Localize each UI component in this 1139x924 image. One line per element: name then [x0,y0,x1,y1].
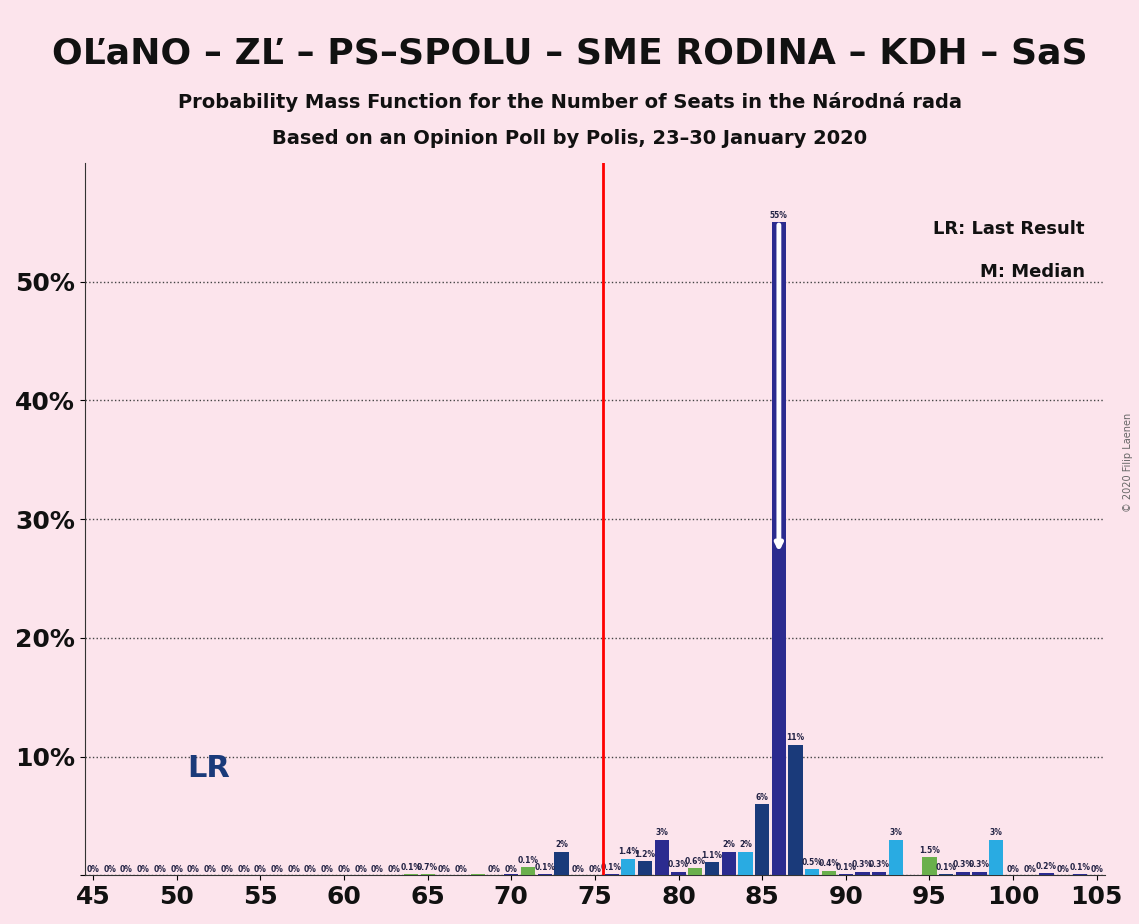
Bar [805,869,819,875]
Text: 0%: 0% [437,865,451,874]
Text: 0%: 0% [321,865,334,874]
Text: 0%: 0% [87,865,99,874]
Text: 0.5%: 0.5% [802,858,822,867]
Bar [855,871,869,875]
Bar [939,874,953,875]
Text: 0%: 0% [204,865,216,874]
Text: 0.1%: 0.1% [401,863,421,871]
Bar [1040,873,1054,875]
Text: 0.2%: 0.2% [1036,861,1057,870]
Text: 0.1%: 0.1% [601,863,622,871]
Bar [705,862,719,875]
Text: 0%: 0% [1057,865,1070,874]
Text: 0%: 0% [154,865,166,874]
Bar [655,840,669,875]
Bar [688,869,703,875]
Text: 55%: 55% [770,211,788,220]
Bar [923,857,936,875]
Text: 0%: 0% [237,865,251,874]
Bar [722,852,736,875]
Text: © 2020 Filip Laenen: © 2020 Filip Laenen [1123,412,1133,512]
Text: 6%: 6% [755,793,769,802]
Text: 3%: 3% [990,828,1002,837]
Text: 0%: 0% [505,865,518,874]
Bar [621,858,636,875]
Text: 0%: 0% [387,865,401,874]
Text: 0.6%: 0.6% [685,857,706,866]
Text: 1.2%: 1.2% [634,850,656,858]
Text: LR: Last Result: LR: Last Result [933,220,1084,237]
Text: 0%: 0% [304,865,317,874]
Text: 0.1%: 0.1% [935,863,957,871]
Text: 11%: 11% [787,734,804,742]
Text: 0%: 0% [572,865,584,874]
Bar [538,874,551,875]
Text: 0.3%: 0.3% [969,860,990,869]
Text: 0%: 0% [254,865,267,874]
Text: 0%: 0% [489,865,501,874]
Bar [420,874,435,875]
Bar [505,874,518,875]
Bar [755,804,769,875]
Bar [555,852,568,875]
Text: 0%: 0% [454,865,467,874]
Text: 0%: 0% [589,865,601,874]
Bar [838,874,853,875]
Text: 0%: 0% [104,865,116,874]
Text: 3%: 3% [655,828,669,837]
Text: 0%: 0% [1007,865,1019,874]
Text: 0.3%: 0.3% [852,860,872,869]
Text: 0.3%: 0.3% [952,860,974,869]
Text: 0%: 0% [221,865,233,874]
Text: 1.1%: 1.1% [702,851,722,860]
Bar [521,867,535,875]
Bar [1073,874,1087,875]
Text: 0.1%: 0.1% [517,856,539,865]
Text: 0%: 0% [137,865,149,874]
Text: 2%: 2% [555,840,568,849]
Bar [822,870,836,875]
Text: 0%: 0% [171,865,183,874]
Text: 1.4%: 1.4% [617,847,639,857]
Bar [404,874,418,875]
Text: 0%: 0% [120,865,133,874]
Text: M: Median: M: Median [980,262,1084,281]
Text: 0%: 0% [337,865,351,874]
Text: 0%: 0% [1023,865,1036,874]
Bar [973,871,986,875]
Bar [888,840,903,875]
Bar [605,874,618,875]
Text: 2%: 2% [722,840,735,849]
Bar [788,745,803,875]
Text: Probability Mass Function for the Number of Seats in the Národná rada: Probability Mass Function for the Number… [178,92,961,113]
Bar [872,871,886,875]
Text: 0%: 0% [187,865,199,874]
Text: 0.3%: 0.3% [869,860,890,869]
Text: Based on an Opinion Poll by Polis, 23–30 January 2020: Based on an Opinion Poll by Polis, 23–30… [272,129,867,149]
Text: 0.7%: 0.7% [417,863,439,871]
Text: 0%: 0% [371,865,384,874]
Bar [989,840,1003,875]
Text: 3%: 3% [890,828,902,837]
Text: 0.1%: 0.1% [1070,863,1090,871]
Bar [772,222,786,875]
Text: LR: LR [187,754,230,784]
Bar [738,852,753,875]
Text: 0%: 0% [1090,865,1104,874]
Text: 0%: 0% [354,865,367,874]
Text: 0.4%: 0.4% [819,859,839,869]
Text: 0%: 0% [287,865,301,874]
Bar [638,861,653,875]
Text: 0.1%: 0.1% [835,863,857,871]
Text: 1.5%: 1.5% [919,846,940,855]
Text: 2%: 2% [739,840,752,849]
Text: 0%: 0% [271,865,284,874]
Text: OĽaNO – ZĽ – PS–SPOLU – SME RODINA – KDH – SaS: OĽaNO – ZĽ – PS–SPOLU – SME RODINA – KDH… [51,37,1088,71]
Bar [671,871,686,875]
Text: 0.1%: 0.1% [534,863,555,871]
Bar [470,874,485,875]
Bar [956,871,970,875]
Text: 0.3%: 0.3% [667,860,689,869]
